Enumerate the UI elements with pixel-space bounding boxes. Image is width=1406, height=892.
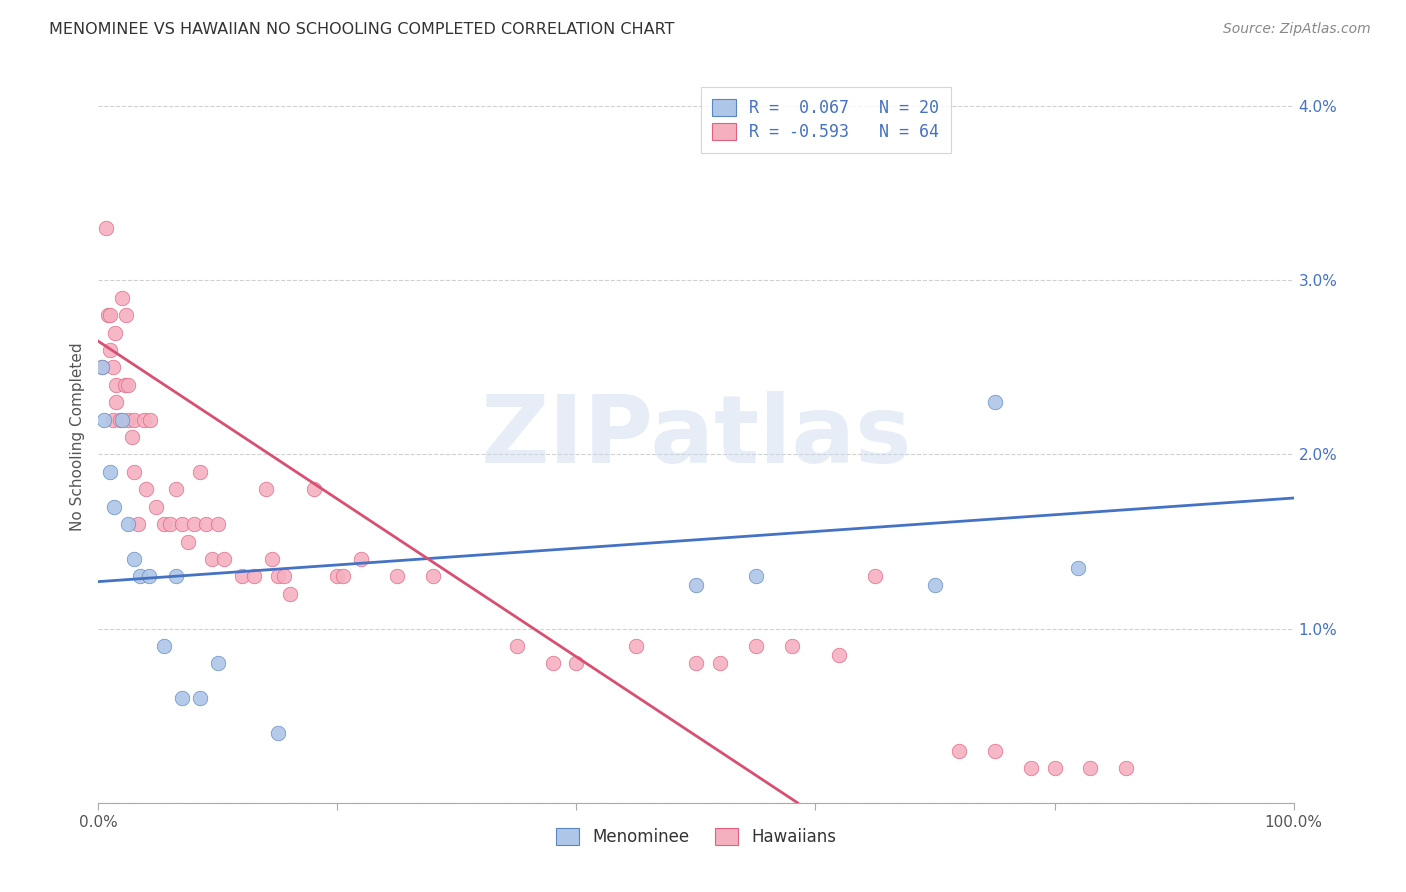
Point — [350, 552, 373, 566]
Text: MENOMINEE VS HAWAIIAN NO SCHOOLING COMPLETED CORRELATION CHART: MENOMINEE VS HAWAIIAN NO SCHOOLING COMPL… — [49, 22, 675, 37]
Text: Source: ZipAtlas.com: Source: ZipAtlas.com — [1223, 22, 1371, 37]
Point — [159, 517, 181, 532]
Point — [207, 657, 229, 671]
Point — [984, 395, 1007, 409]
Point — [254, 483, 277, 497]
Point — [685, 657, 707, 671]
Point — [626, 639, 648, 653]
Point — [101, 412, 124, 426]
Point — [1019, 761, 1042, 775]
Point — [201, 552, 224, 566]
Point — [195, 517, 218, 532]
Point — [114, 377, 136, 392]
Point — [121, 430, 143, 444]
Point — [1067, 560, 1090, 574]
Point — [153, 639, 176, 653]
Point — [127, 517, 149, 532]
Point — [565, 657, 588, 671]
Point — [332, 569, 354, 583]
Point — [138, 569, 160, 583]
Point — [165, 483, 187, 497]
Point — [117, 377, 139, 392]
Point — [745, 639, 768, 653]
Point — [422, 569, 444, 583]
Point — [177, 534, 200, 549]
Point — [103, 500, 125, 514]
Point — [165, 569, 187, 583]
Point — [105, 377, 128, 392]
Point — [188, 691, 211, 706]
Point — [924, 578, 946, 592]
Point — [117, 517, 139, 532]
Point — [108, 412, 131, 426]
Point — [129, 569, 152, 583]
Point — [260, 552, 283, 566]
Point — [117, 412, 139, 426]
Text: ZIPatlas: ZIPatlas — [481, 391, 911, 483]
Point — [97, 308, 120, 322]
Point — [948, 743, 970, 757]
Point — [124, 412, 146, 426]
Point — [101, 360, 124, 375]
Point — [326, 569, 349, 583]
Point — [709, 657, 731, 671]
Point — [1080, 761, 1102, 775]
Legend: Menominee, Hawaiians: Menominee, Hawaiians — [550, 822, 842, 853]
Point — [385, 569, 409, 583]
Point — [94, 221, 117, 235]
Point — [541, 657, 564, 671]
Point — [135, 483, 157, 497]
Y-axis label: No Schooling Completed: No Schooling Completed — [69, 343, 84, 532]
Point — [302, 483, 325, 497]
Point — [685, 578, 707, 592]
Point — [98, 343, 122, 357]
Point — [91, 360, 114, 375]
Point — [984, 743, 1007, 757]
Point — [111, 412, 134, 426]
Point — [172, 691, 194, 706]
Point — [111, 291, 134, 305]
Point — [243, 569, 266, 583]
Point — [104, 326, 127, 340]
Point — [1043, 761, 1066, 775]
Point — [865, 569, 887, 583]
Point — [139, 412, 162, 426]
Point — [115, 308, 138, 322]
Point — [278, 587, 301, 601]
Point — [93, 412, 115, 426]
Point — [267, 726, 290, 740]
Point — [183, 517, 205, 532]
Point — [132, 412, 155, 426]
Point — [105, 395, 128, 409]
Point — [98, 465, 122, 479]
Point — [145, 500, 167, 514]
Point — [124, 465, 146, 479]
Point — [828, 648, 851, 662]
Point — [745, 569, 768, 583]
Point — [153, 517, 176, 532]
Point — [1115, 761, 1137, 775]
Point — [273, 569, 295, 583]
Point — [780, 639, 803, 653]
Point — [506, 639, 529, 653]
Point — [188, 465, 211, 479]
Point — [231, 569, 253, 583]
Point — [124, 552, 146, 566]
Point — [172, 517, 194, 532]
Point — [212, 552, 235, 566]
Point — [98, 308, 122, 322]
Point — [91, 360, 114, 375]
Point — [267, 569, 290, 583]
Point — [207, 517, 229, 532]
